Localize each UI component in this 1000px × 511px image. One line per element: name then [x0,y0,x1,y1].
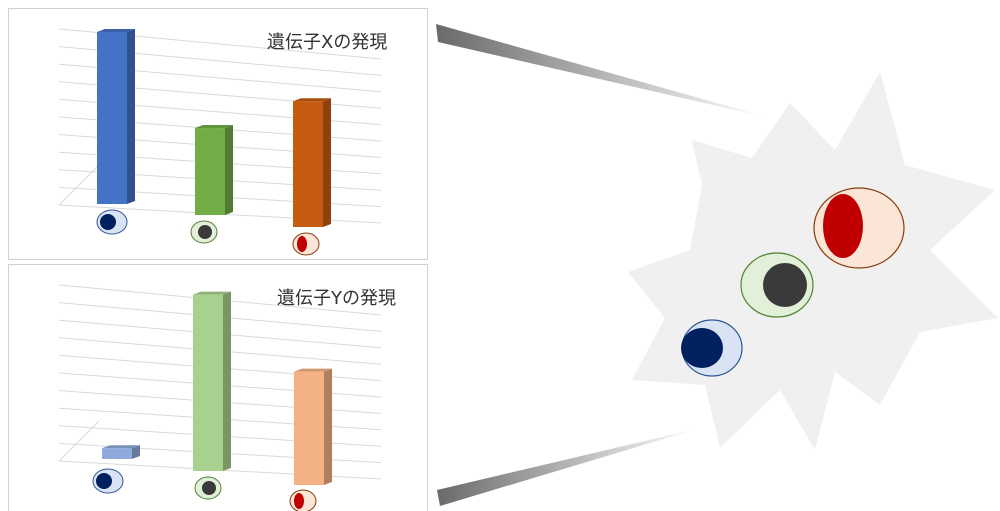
blue-cell-icon [96,209,128,235]
gene-x-chart-panel: 遺伝子Xの発現 [8,8,428,260]
gene-y-chart [58,284,382,511]
gene-y-chart-panel: 遺伝子Yの発現 [8,264,428,511]
blue-cell-icon [92,468,124,494]
gene-x-chart [58,28,382,256]
bar [97,28,135,205]
axis-depth-line [58,420,100,462]
chart-title: 遺伝子Xの発現 [267,32,388,53]
red-cell-icon [289,489,317,511]
bar [195,125,233,215]
red-cell-icon [813,187,905,269]
bar [294,368,332,485]
green-cell-icon [740,252,814,318]
zoom-wedge-bottom [437,428,700,506]
bar [102,445,140,459]
chart-title: 遺伝子Yの発現 [277,288,396,309]
red-cell-icon [292,232,320,256]
green-cell-icon [190,220,218,244]
axis-depth-line [58,164,100,206]
green-cell-icon [194,476,222,500]
burst-shape [628,72,998,450]
bar [293,98,331,227]
bar [193,291,231,471]
blue-cell-icon [681,319,743,377]
zoom-wedge-top [436,24,770,118]
